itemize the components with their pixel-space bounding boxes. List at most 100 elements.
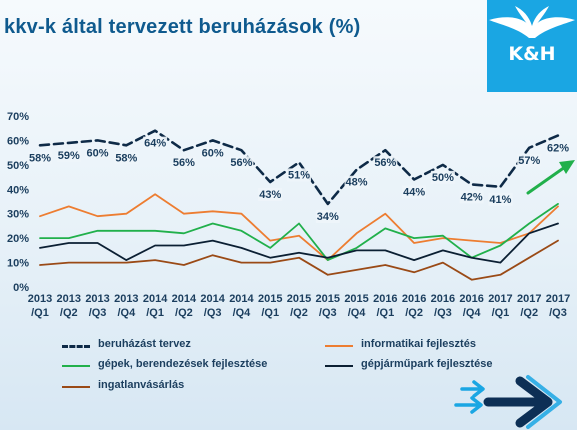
trend-arrow-shaft	[526, 165, 567, 195]
logo-text: K&H	[508, 43, 556, 65]
x-tick-label-quarter: /Q3	[434, 307, 452, 319]
x-tick-label-quarter: /Q3	[319, 307, 337, 319]
data-label: 44%	[403, 187, 425, 199]
x-axis: 2013/Q1 2013/Q2 2013/Q3 2013/Q4 2014/Q1 2014 /…	[28, 293, 570, 319]
x-tick-label-year: 2013	[57, 293, 81, 305]
page-title: kkv-k által tervezett beruházások (%)	[4, 16, 361, 38]
data-label-bg	[56, 148, 81, 162]
data-label: 43%	[259, 189, 281, 201]
x-tick-label-year: 2017	[517, 293, 541, 305]
x-tick-label-year: 2017	[546, 293, 570, 305]
trend-arrow-head	[559, 160, 575, 174]
x-tick-label-year: 2013	[114, 293, 138, 305]
series-line	[39, 222, 559, 264]
y-axis: 0% 10% 20% 30% 40% 50% 60% 70%	[7, 111, 29, 294]
x-tick-label-quarter: /Q2	[520, 307, 538, 319]
logo-wing-icon	[489, 6, 575, 38]
x-tick-label-year: 2013	[28, 293, 52, 305]
y-tick-label: 60%	[7, 135, 29, 147]
data-label-bg	[430, 170, 455, 184]
data-label-bg	[344, 175, 369, 189]
data-label: 41%	[489, 194, 511, 206]
data-label: 59%	[58, 150, 80, 162]
x-tick-label-quarter: /Q2	[60, 307, 78, 319]
data-label-bg	[229, 156, 254, 170]
y-tick-label: 20%	[7, 233, 29, 245]
data-label-bg	[488, 192, 513, 206]
x-tick-label-quarter: /Q1	[146, 307, 164, 319]
data-label: 56%	[374, 157, 396, 169]
x-tick-label-year: 2016	[373, 293, 397, 305]
x-tick-label-year: 2015	[287, 293, 311, 305]
data-label: 57%	[518, 155, 540, 167]
data-label-bg	[373, 156, 398, 170]
x-tick-label-quarter: /Q4	[233, 307, 252, 319]
x-tick-label-year: 2014	[229, 293, 254, 305]
x-tick-label-year: 2014	[143, 293, 168, 305]
data-labels: 58% 59% 60% 58% 64% 56% 60% 56% 43% 51% 34% 48% 56% 4…	[28, 136, 570, 223]
y-tick-label: 40%	[7, 184, 29, 196]
data-label-bg	[546, 141, 570, 155]
data-label-bg	[287, 168, 311, 182]
data-label-bg	[517, 153, 542, 167]
x-tick-label-quarter: /Q2	[405, 307, 423, 319]
x-tick-label-year: 2014	[172, 293, 197, 305]
data-label-bg	[143, 136, 168, 150]
data-label: 60%	[87, 147, 109, 159]
data-label-bg	[200, 146, 225, 160]
x-tick-label-year: 2015	[258, 293, 282, 305]
x-tick-label-year: 2015	[316, 293, 340, 305]
x-tick-label-year: 2014	[200, 293, 225, 305]
y-tick-label: 10%	[7, 258, 29, 270]
x-tick-label-year: 2016	[402, 293, 426, 305]
x-tick-label-quarter: /Q4	[117, 307, 136, 319]
x-tick-label-quarter: /Q3	[204, 307, 222, 319]
x-tick-label-quarter: /Q4	[463, 307, 482, 319]
chevron-small-icon	[460, 380, 485, 398]
x-tick-label-quarter: /Q3	[89, 307, 107, 319]
y-tick-label: 30%	[7, 209, 29, 221]
series-line	[39, 193, 559, 262]
kh-logo: K&H	[487, 0, 577, 92]
x-tick-label-quarter: /Q2	[175, 307, 193, 319]
y-tick-label: 70%	[7, 111, 29, 123]
x-tick-label-year: 2013	[85, 293, 109, 305]
x-tick-label-quarter: /Q2	[290, 307, 308, 319]
x-tick-label-quarter: /Q1	[261, 307, 279, 319]
annotations	[526, 160, 575, 195]
data-label-bg	[402, 185, 427, 199]
y-tick-label: 0%	[13, 282, 29, 294]
data-label: 50%	[432, 172, 454, 184]
y-tick-label: 50%	[7, 160, 29, 172]
data-label: 56%	[173, 157, 195, 169]
data-label: 42%	[461, 191, 483, 203]
chevron-large-icon	[483, 376, 553, 428]
data-label-bg	[114, 151, 139, 165]
x-tick-label-quarter: /Q1	[31, 307, 49, 319]
decoration	[454, 375, 562, 429]
x-tick-label-year: 2016	[431, 293, 455, 305]
data-label: 56%	[230, 157, 252, 169]
x-tick-label-year: 2016	[459, 293, 483, 305]
data-label-bg	[28, 151, 52, 165]
series-line	[39, 239, 559, 281]
data-label-bg	[459, 190, 484, 204]
x-tick-label-quarter: /Q4	[348, 307, 367, 319]
chevron-small-icon	[454, 396, 483, 414]
data-label-bg	[315, 209, 340, 223]
data-label: 60%	[202, 147, 224, 159]
data-label: 58%	[29, 152, 51, 164]
x-tick-label-quarter: /Q3	[549, 307, 567, 319]
x-tick-label-year: 2015	[344, 293, 368, 305]
chevron-outline-icon	[526, 375, 562, 429]
data-label-bg	[171, 156, 196, 170]
data-label-bg	[258, 187, 283, 201]
data-label: 64%	[144, 138, 166, 150]
data-label: 34%	[317, 211, 339, 223]
data-label: 51%	[288, 169, 310, 181]
x-tick-label-quarter: /Q1	[376, 307, 394, 319]
x-tick-label-year: 2017	[488, 293, 512, 305]
data-label: 48%	[346, 177, 368, 189]
data-label: 58%	[115, 152, 137, 164]
